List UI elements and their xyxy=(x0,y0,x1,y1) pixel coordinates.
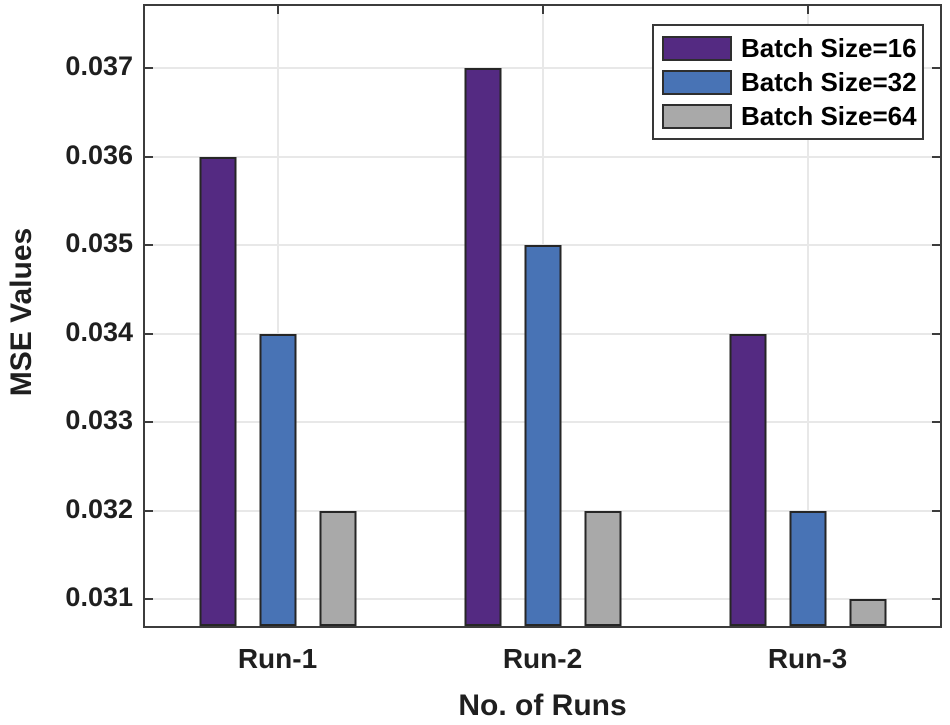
y-tick-label: 0.035 xyxy=(65,228,133,259)
bar-group-run-3 xyxy=(729,334,886,626)
legend-label: Batch Size=16 xyxy=(741,32,917,63)
y-tick-left xyxy=(145,509,153,512)
bar-group-run-2 xyxy=(464,68,621,626)
y-tick-label: 0.034 xyxy=(65,316,133,347)
y-tick-left xyxy=(145,598,153,601)
y-tick-label: 0.031 xyxy=(65,582,133,613)
y-tick-left xyxy=(145,155,153,158)
y-tick-label: 0.037 xyxy=(65,51,133,81)
bar-run-1-batch-size-16 xyxy=(199,157,236,626)
bar-run-1-batch-size-32 xyxy=(259,334,296,626)
x-gridline xyxy=(276,6,279,626)
y-tick-right xyxy=(932,421,940,424)
y-tick-right xyxy=(932,244,940,247)
x-tick-top xyxy=(806,6,809,14)
y-tick-right xyxy=(932,509,940,512)
legend-swatch-batch-size-16 xyxy=(662,35,732,61)
bar-run-3-batch-size-16 xyxy=(729,334,766,626)
bar-run-3-batch-size-32 xyxy=(789,511,826,626)
y-tick-label: 0.032 xyxy=(65,493,133,524)
legend-row: Batch Size=32 xyxy=(662,65,917,99)
y-tick-right xyxy=(932,332,940,335)
legend-row: Batch Size=16 xyxy=(662,31,917,65)
x-gridline xyxy=(806,6,809,626)
legend-swatch-batch-size-32 xyxy=(662,69,732,95)
bar-run-3-batch-size-64 xyxy=(849,599,886,626)
legend-row: Batch Size=64 xyxy=(662,99,917,133)
y-tick-left xyxy=(145,332,153,335)
bar-run-2-batch-size-64 xyxy=(584,511,621,626)
plot-inner xyxy=(145,6,940,626)
legend-swatch-batch-size-64 xyxy=(662,103,732,129)
y-tick-left xyxy=(145,244,153,247)
y-tick-label: 0.033 xyxy=(65,405,133,436)
x-axis-label: No. of Runs xyxy=(458,689,627,722)
x-tick-top xyxy=(276,6,279,14)
bar-group-run-1 xyxy=(199,157,356,626)
y-tick-right xyxy=(932,598,940,601)
bar-run-1-batch-size-64 xyxy=(319,511,356,626)
legend-label: Batch Size=64 xyxy=(741,100,917,131)
y-tick-label: 0.036 xyxy=(65,139,133,170)
x-tick-label: Run-1 xyxy=(237,643,318,674)
x-tick-label: Run-2 xyxy=(502,643,583,674)
y-tick-right xyxy=(932,67,940,69)
bar-run-2-batch-size-32 xyxy=(524,245,561,626)
y-tick-left xyxy=(145,67,153,69)
x-tick-top xyxy=(541,6,544,14)
y-tick-right xyxy=(932,155,940,158)
legend-label: Batch Size=32 xyxy=(741,66,917,97)
y-axis-label: MSE Values xyxy=(5,227,38,397)
y-tick-left xyxy=(145,421,153,424)
x-tick-label: Run-3 xyxy=(767,643,848,674)
legend: Batch Size=16 Batch Size=32 Batch Size=64 xyxy=(652,24,924,140)
bar-run-2-batch-size-16 xyxy=(464,68,501,626)
